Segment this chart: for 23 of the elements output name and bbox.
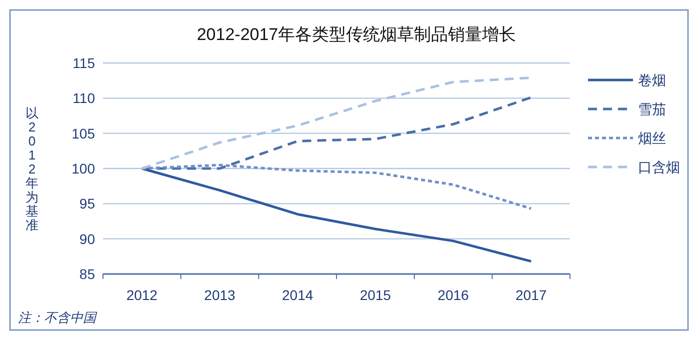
- x-tick-label: 2013: [204, 287, 236, 303]
- y-tick-label: 100: [72, 160, 96, 176]
- x-tick-label: 2016: [438, 287, 470, 303]
- legend-label: 雪茄: [638, 101, 666, 117]
- text: 以2012年为基准: [26, 106, 38, 232]
- x-tick-label: 2012: [126, 287, 158, 303]
- y-tick-label: 90: [79, 230, 96, 247]
- y-tick-label: 95: [79, 196, 96, 212]
- y-tick-label: 110: [72, 90, 96, 106]
- x-tick-label: 2017: [516, 287, 547, 303]
- line-series: [140, 167, 532, 263]
- y-tick-label: 85: [79, 266, 96, 282]
- x-tick-label: 2015: [360, 287, 392, 303]
- legend-label: 口含烟: [638, 159, 680, 175]
- line-series: [140, 96, 532, 170]
- legend-label: 卷烟: [638, 72, 666, 88]
- y-tick-label: 115: [72, 55, 96, 71]
- x-tick-label: 2014: [282, 287, 314, 303]
- legend-label: 烟丝: [638, 130, 666, 146]
- line-series: [140, 164, 532, 210]
- text: 注：不含中国: [18, 311, 98, 326]
- y-tick-label: 105: [72, 125, 96, 142]
- chart-title: 2012-2017年各类型传统烟草制品销量增长: [196, 25, 516, 44]
